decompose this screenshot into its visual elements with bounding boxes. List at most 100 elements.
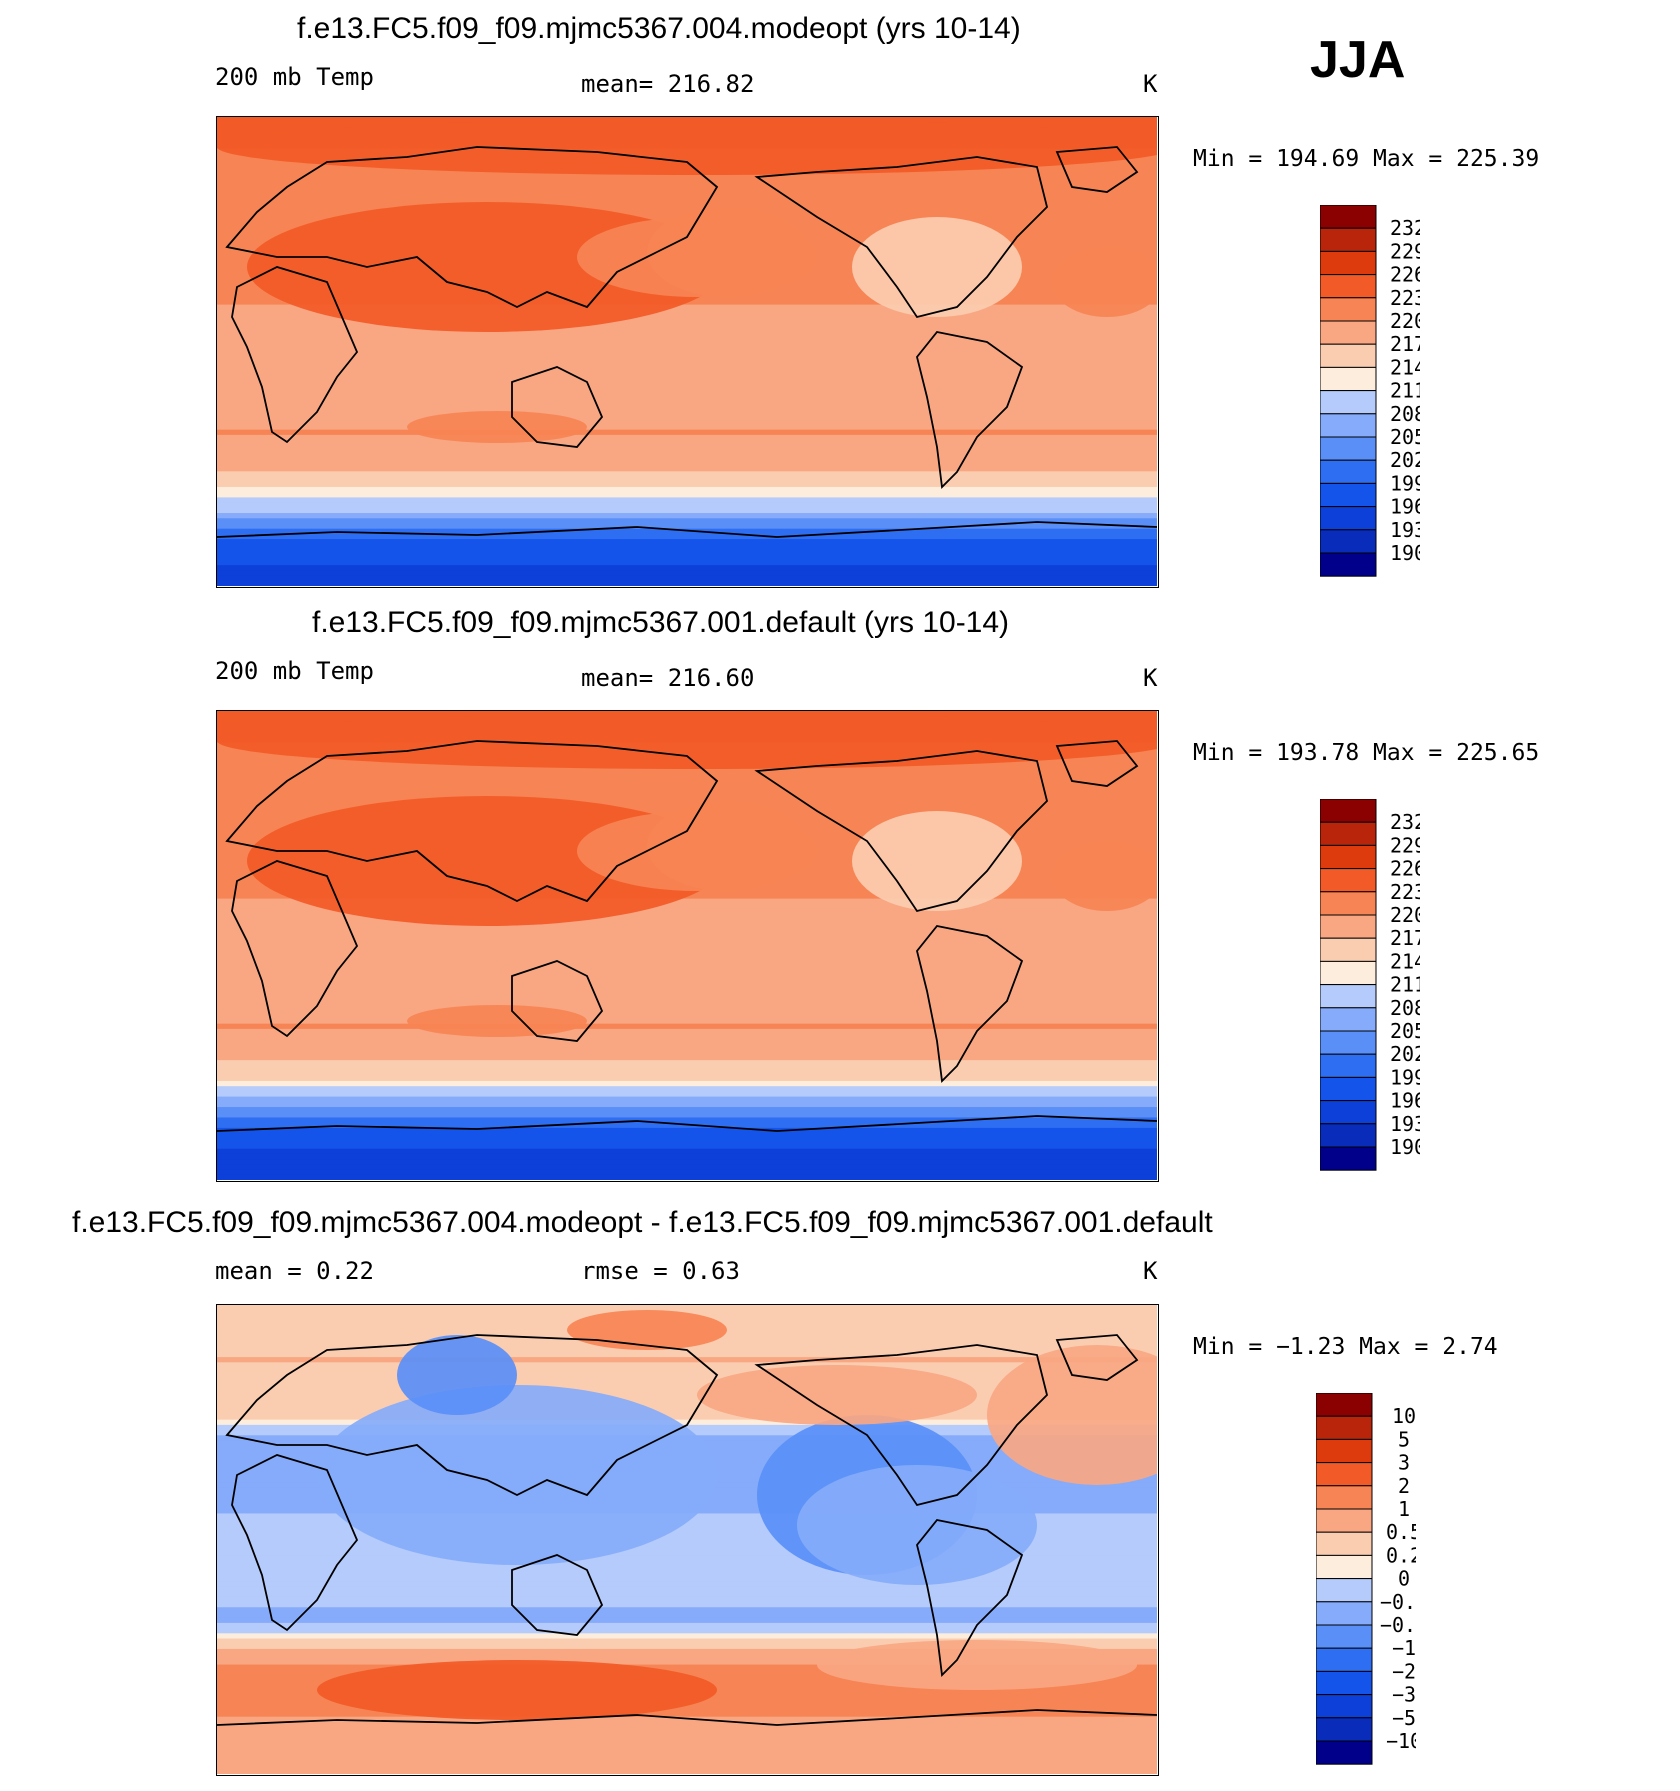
field-band [217, 1075, 1157, 1082]
field-band [217, 1419, 1157, 1426]
field-feature [217, 119, 1177, 175]
field-feature [397, 1335, 517, 1415]
difference-field-map [216, 1305, 1207, 1775]
field-band [217, 971, 1157, 978]
colorbar-tick-label: 208 [1390, 996, 1420, 1020]
field-band [217, 1377, 1157, 1384]
field-band [217, 1049, 1157, 1056]
field-band [217, 1591, 1157, 1598]
field-band [217, 455, 1157, 462]
field-band [217, 460, 1157, 467]
field-band [217, 1555, 1157, 1561]
field-band [217, 1721, 1157, 1728]
coastline-path [511, 366, 604, 448]
field-band [217, 1617, 1157, 1624]
colorbar-box [1315, 1485, 1373, 1510]
field-band [217, 1169, 1157, 1176]
field-band [217, 1164, 1157, 1171]
field-band [217, 393, 1157, 399]
field-band [217, 1643, 1157, 1650]
colorbar-tick-label: 214 [1390, 949, 1420, 973]
field-feature [797, 1465, 1037, 1585]
field-band [217, 434, 1157, 441]
field-band [217, 195, 1157, 201]
colorbar-tick-label: 229 [1390, 239, 1420, 263]
panel-unit-label: K [1143, 664, 1158, 692]
field-band [217, 533, 1157, 540]
coastline-path [1055, 1334, 1139, 1381]
field-band [217, 789, 1157, 795]
colorbar-box [1319, 274, 1377, 299]
colorbar-box [1319, 436, 1377, 461]
colorbar-box [1319, 552, 1377, 577]
colorbar-box [1319, 204, 1377, 229]
field-band [217, 466, 1157, 472]
field-feature [817, 1640, 1137, 1690]
panel-minmax: Min = −1.23 Max = 2.74 [1193, 1334, 1498, 1360]
field-band [217, 1622, 1157, 1629]
field-band [217, 445, 1157, 452]
field-band [217, 1768, 1157, 1775]
colorbar-tick-label: 190 [1390, 541, 1420, 565]
field-band [217, 1633, 1157, 1640]
colorbar-tick-label: 0.2 [1386, 1543, 1416, 1567]
field-blobs [317, 1310, 1207, 1720]
temperature-field-map [216, 711, 1177, 1181]
field-band [217, 414, 1157, 420]
colorbar-tick-label: 208 [1390, 402, 1420, 426]
colorbar-box [1319, 320, 1377, 345]
field-band [217, 1404, 1157, 1410]
field-band [217, 1716, 1157, 1723]
field-band [217, 1534, 1157, 1541]
field-band [217, 1544, 1157, 1551]
field-band [217, 398, 1157, 405]
colorbar-tick-label: 2 [1398, 1474, 1410, 1498]
field-band [217, 1753, 1157, 1759]
field-band [217, 351, 1157, 358]
field-band [217, 565, 1157, 571]
field-band [217, 966, 1157, 973]
field-band [217, 1028, 1157, 1035]
colorbar-box [1315, 1601, 1373, 1626]
field-band [217, 1112, 1157, 1119]
field-band [217, 486, 1157, 493]
field-band [217, 518, 1157, 525]
colorbar-box [1315, 1531, 1373, 1556]
field-band [217, 1159, 1157, 1165]
coastline-path [754, 750, 1048, 913]
panel-minmax: Min = 194.69 Max = 225.39 [1193, 146, 1540, 172]
coastline-path [231, 1454, 359, 1632]
field-band [217, 799, 1157, 806]
field-feature [577, 811, 817, 891]
field-band [217, 1659, 1157, 1666]
field-band [217, 502, 1157, 509]
field-blobs [217, 713, 1177, 1037]
field-band [217, 997, 1157, 1004]
field-feature [1052, 247, 1162, 317]
field-band [217, 424, 1157, 431]
field-feature [567, 1310, 727, 1350]
field-band [217, 367, 1157, 373]
field-band [217, 387, 1157, 394]
coastline-path [231, 860, 359, 1038]
panel-title: f.e13.FC5.f09_f09.mjmc5367.001.default (… [312, 606, 1010, 639]
field-band [217, 1372, 1157, 1379]
field-band [217, 1008, 1157, 1014]
field-band [217, 1648, 1157, 1655]
field-band [217, 1143, 1157, 1150]
field-feature [852, 811, 1022, 911]
field-band [217, 440, 1157, 446]
coastline [216, 740, 1158, 1132]
field-band [217, 554, 1157, 561]
field-band [217, 929, 1157, 936]
field-band [217, 184, 1157, 191]
field-band [217, 1091, 1157, 1098]
colorbar-tick-label: 232 [1390, 810, 1420, 834]
colorbar-svg: 2322292262232202172142112082052021991961… [1319, 204, 1426, 577]
field-band [217, 1002, 1157, 1009]
field-band [217, 1367, 1157, 1374]
field-band [217, 1023, 1157, 1030]
field-band [217, 924, 1157, 931]
